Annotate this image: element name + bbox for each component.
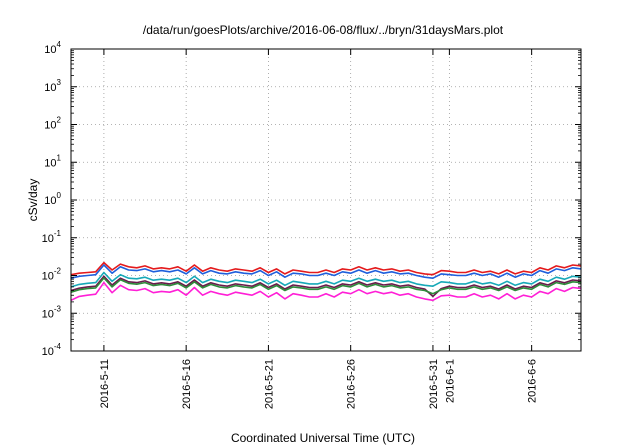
axis-ticks: [71, 48, 581, 352]
series-line-0: [70, 261, 582, 276]
series-line-2: [70, 271, 582, 288]
chart-title: /data/run/goesPlots/archive/2016-06-08/f…: [143, 23, 504, 37]
x-tick-label: 2016-5-21: [263, 359, 275, 409]
y-axis-label: cSv/day: [26, 179, 40, 222]
x-tick-label: 2016-5-26: [346, 359, 358, 409]
series-line-4: [70, 277, 582, 295]
x-tick-label: 2016-6-1: [444, 359, 456, 403]
y-tick-label: 10-4: [42, 342, 62, 358]
x-tick-label: 2016-5-31: [428, 359, 440, 409]
y-tick-label: 101: [44, 153, 61, 169]
x-tick-labels: 2016-5-11 2016-5-16 2016-5-21 2016-5-26 2016…: [99, 359, 539, 409]
y-tick-label: 104: [44, 40, 61, 56]
y-tick-label: 100: [44, 191, 61, 207]
y-tick-labels: 10-4 10-3 10-2 10-1 100 101 102 103 104: [42, 40, 62, 358]
y-tick-label: 10-1: [42, 229, 62, 245]
series-line-1: [70, 264, 582, 280]
x-axis-label: Coordinated Universal Time (UTC): [231, 431, 415, 445]
x-tick-label: 2016-6-6: [527, 359, 539, 403]
x-tick-label: 2016-5-16: [181, 359, 193, 409]
series-line-3: [70, 275, 582, 298]
x-tick-label: 2016-5-11: [99, 359, 111, 408]
y-tick-label: 102: [44, 116, 61, 132]
series-line-5: [70, 281, 582, 302]
series-layer: [70, 261, 582, 302]
y-tick-label: 10-2: [42, 267, 62, 283]
y-tick-label: 10-3: [42, 304, 62, 320]
y-tick-label: 103: [44, 78, 61, 94]
